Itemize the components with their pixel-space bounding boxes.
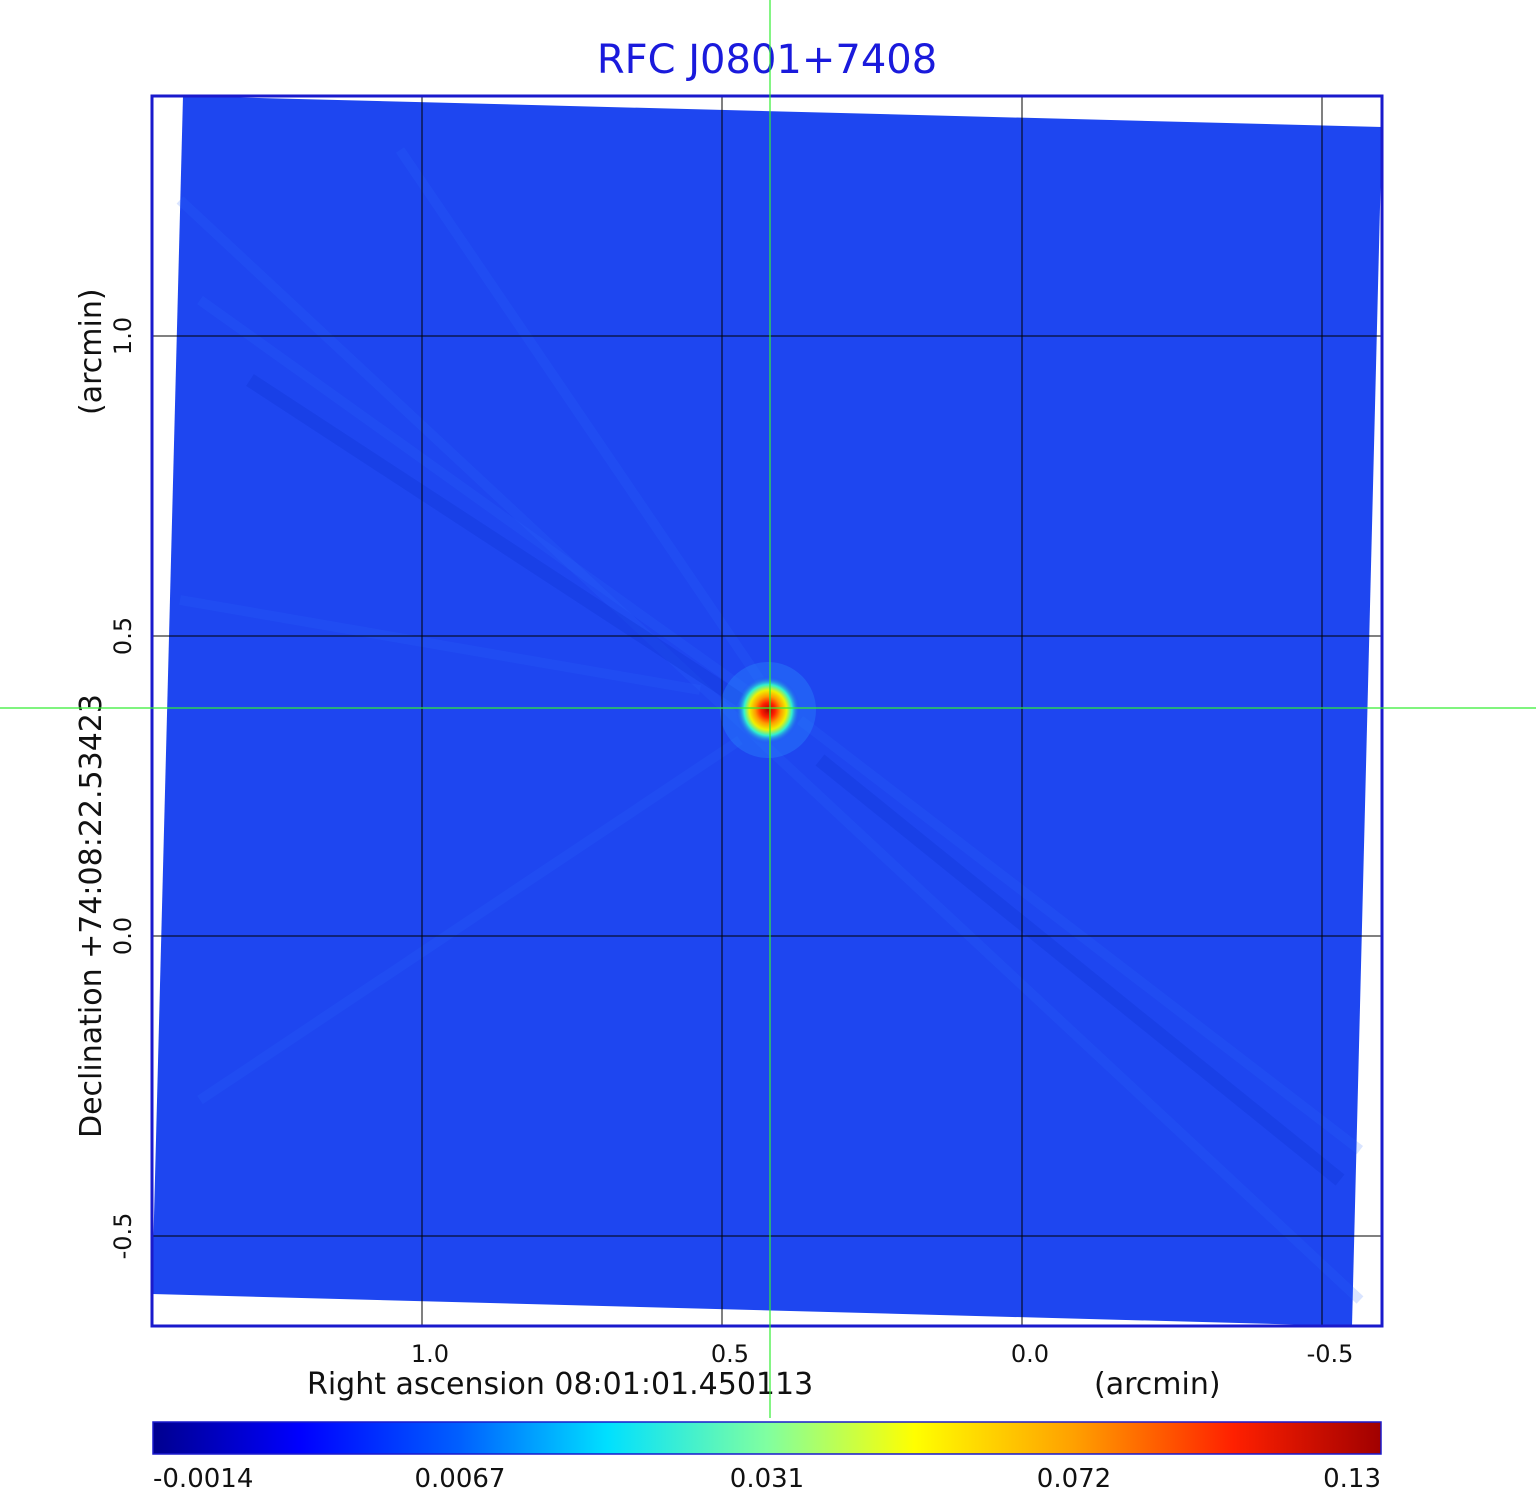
x-tick-label: 0.5 (711, 1340, 749, 1368)
x-axis-ticks: 1.0 0.5 0.0 -0.5 (411, 1340, 1354, 1368)
colorbar-tick-label: 0.0067 (415, 1464, 506, 1494)
x-axis-label: Right ascension 08:01:01.450113 (307, 1367, 813, 1402)
plot-frame (150, 94, 1384, 1328)
y-tick-label: 0.0 (109, 917, 137, 955)
colorbar-tick-label: -0.0014 (153, 1464, 253, 1494)
y-axis-ticks: 1.0 0.5 0.0 -0.5 (109, 317, 137, 1260)
y-tick-label: -0.5 (109, 1213, 137, 1260)
colorbar (152, 1421, 1382, 1455)
map-shading (246, 374, 1345, 1186)
x-tick-label: -0.5 (1307, 1340, 1354, 1368)
colorbar-ticks: -0.0014 0.0067 0.031 0.072 0.13 (153, 1464, 1381, 1494)
x-tick-label: 1.0 (411, 1340, 449, 1368)
y-axis-unit: (arcmin) (74, 288, 109, 415)
colorbar-tick-label: 0.072 (1037, 1464, 1111, 1494)
y-axis-label: Declination +74:08:22.53423 (74, 694, 109, 1138)
chart-title: RFC J0801+7408 (597, 37, 937, 83)
colorbar-tick-label: 0.13 (1323, 1464, 1381, 1494)
y-tick-label: 0.5 (109, 617, 137, 655)
colorbar-tick-label: 0.031 (730, 1464, 804, 1494)
coordinate-grid (152, 96, 1382, 1326)
x-tick-label: 0.0 (1011, 1340, 1049, 1368)
radio-source (736, 676, 800, 744)
y-tick-label: 1.0 (109, 317, 137, 355)
x-axis-unit: (arcmin) (1094, 1367, 1221, 1402)
crosshair (0, 0, 1536, 1418)
